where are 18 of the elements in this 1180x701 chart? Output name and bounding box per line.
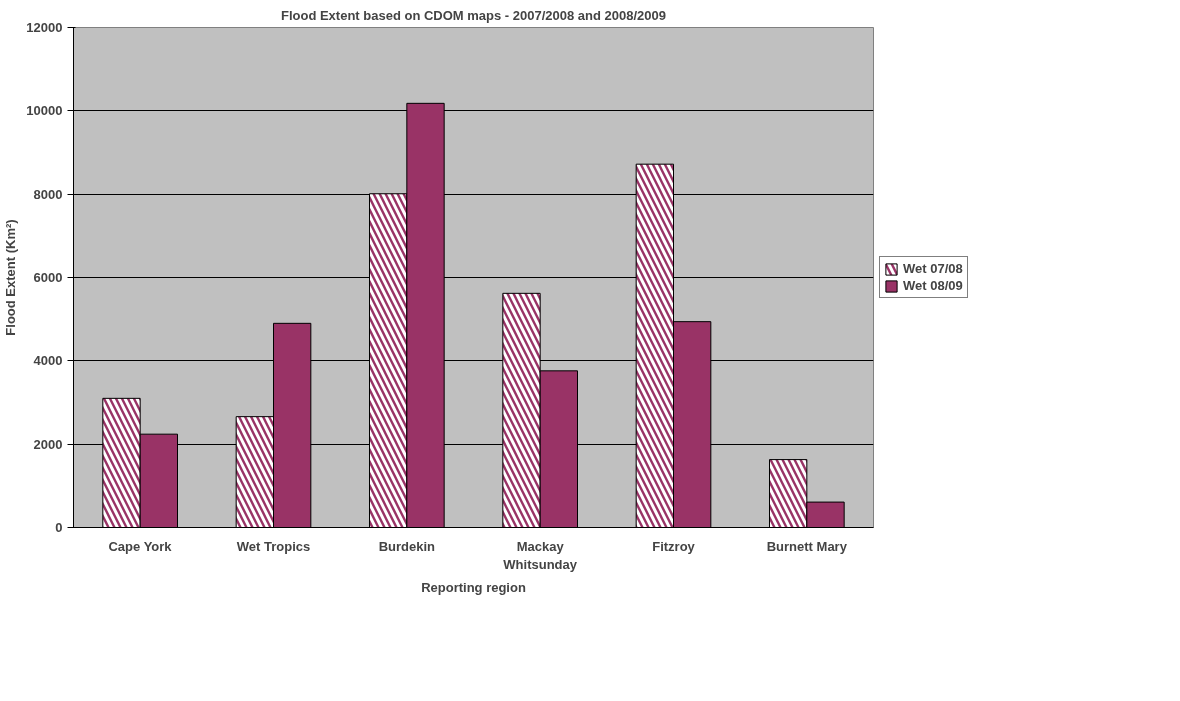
y-tick-label: 0 [55,520,63,535]
x-tick-label: Burdekin [378,538,436,554]
y-axis-title: Flood Extent (Km²) [3,219,19,336]
x-tick-label: Cape York [108,538,173,554]
legend-label: Wet 08/09 [903,278,963,293]
x-tick-label: Burnett Mary [766,538,848,554]
x-tick-label: Mackay Whitsunday [503,538,578,572]
y-tick-label: 4000 [33,353,63,369]
x-tick-label: Fitzroy [652,538,696,554]
x-axis-title: Reporting region [421,579,526,595]
y-tick-label: 2000 [33,436,63,452]
legend-label: Wet 07/08 [903,261,963,276]
y-tick-label: 10000 [26,103,63,119]
y-tick-label: 8000 [33,186,63,202]
x-tick-label: Wet Tropics [236,538,311,554]
chart-title: Flood Extent based on CDOM maps - 2007/2008 and 2008/2009 [280,7,667,23]
y-tick-label: 12000 [26,20,63,35]
y-tick-label: 6000 [33,270,63,285]
